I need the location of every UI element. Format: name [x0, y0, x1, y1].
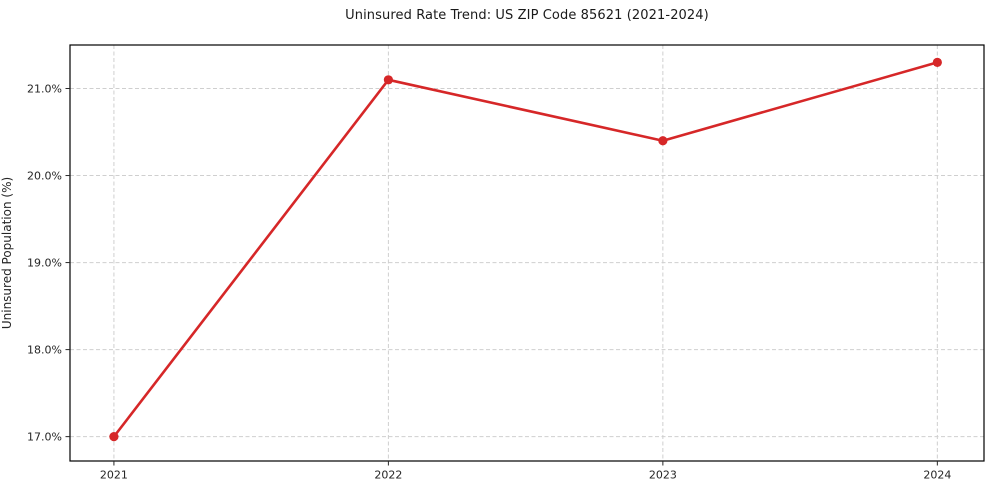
- data-point: [932, 57, 942, 68]
- y-axis-tick-label: 18.0%: [27, 344, 62, 357]
- data-point: [383, 75, 393, 85]
- y-axis-tick-label: 19.0%: [27, 257, 62, 270]
- x-axis-tick-label: 2022: [374, 469, 402, 482]
- y-axis-tick-label: 17.0%: [27, 431, 62, 444]
- x-axis-tick-label: 2021: [100, 469, 128, 482]
- y-axis-tick-label: 20.0%: [27, 170, 62, 183]
- axes-border: [69, 44, 985, 462]
- x-axis-tick-label: 2024: [923, 469, 951, 482]
- data-point: [109, 432, 119, 442]
- y-axis-tick-label: 21.0%: [27, 83, 62, 96]
- data-point: [658, 136, 668, 146]
- chart-title: Uninsured Rate Trend: US ZIP Code 85621 …: [345, 8, 709, 23]
- x-axis-tick-label: 2023: [649, 469, 677, 482]
- trend-line: [112, 61, 939, 438]
